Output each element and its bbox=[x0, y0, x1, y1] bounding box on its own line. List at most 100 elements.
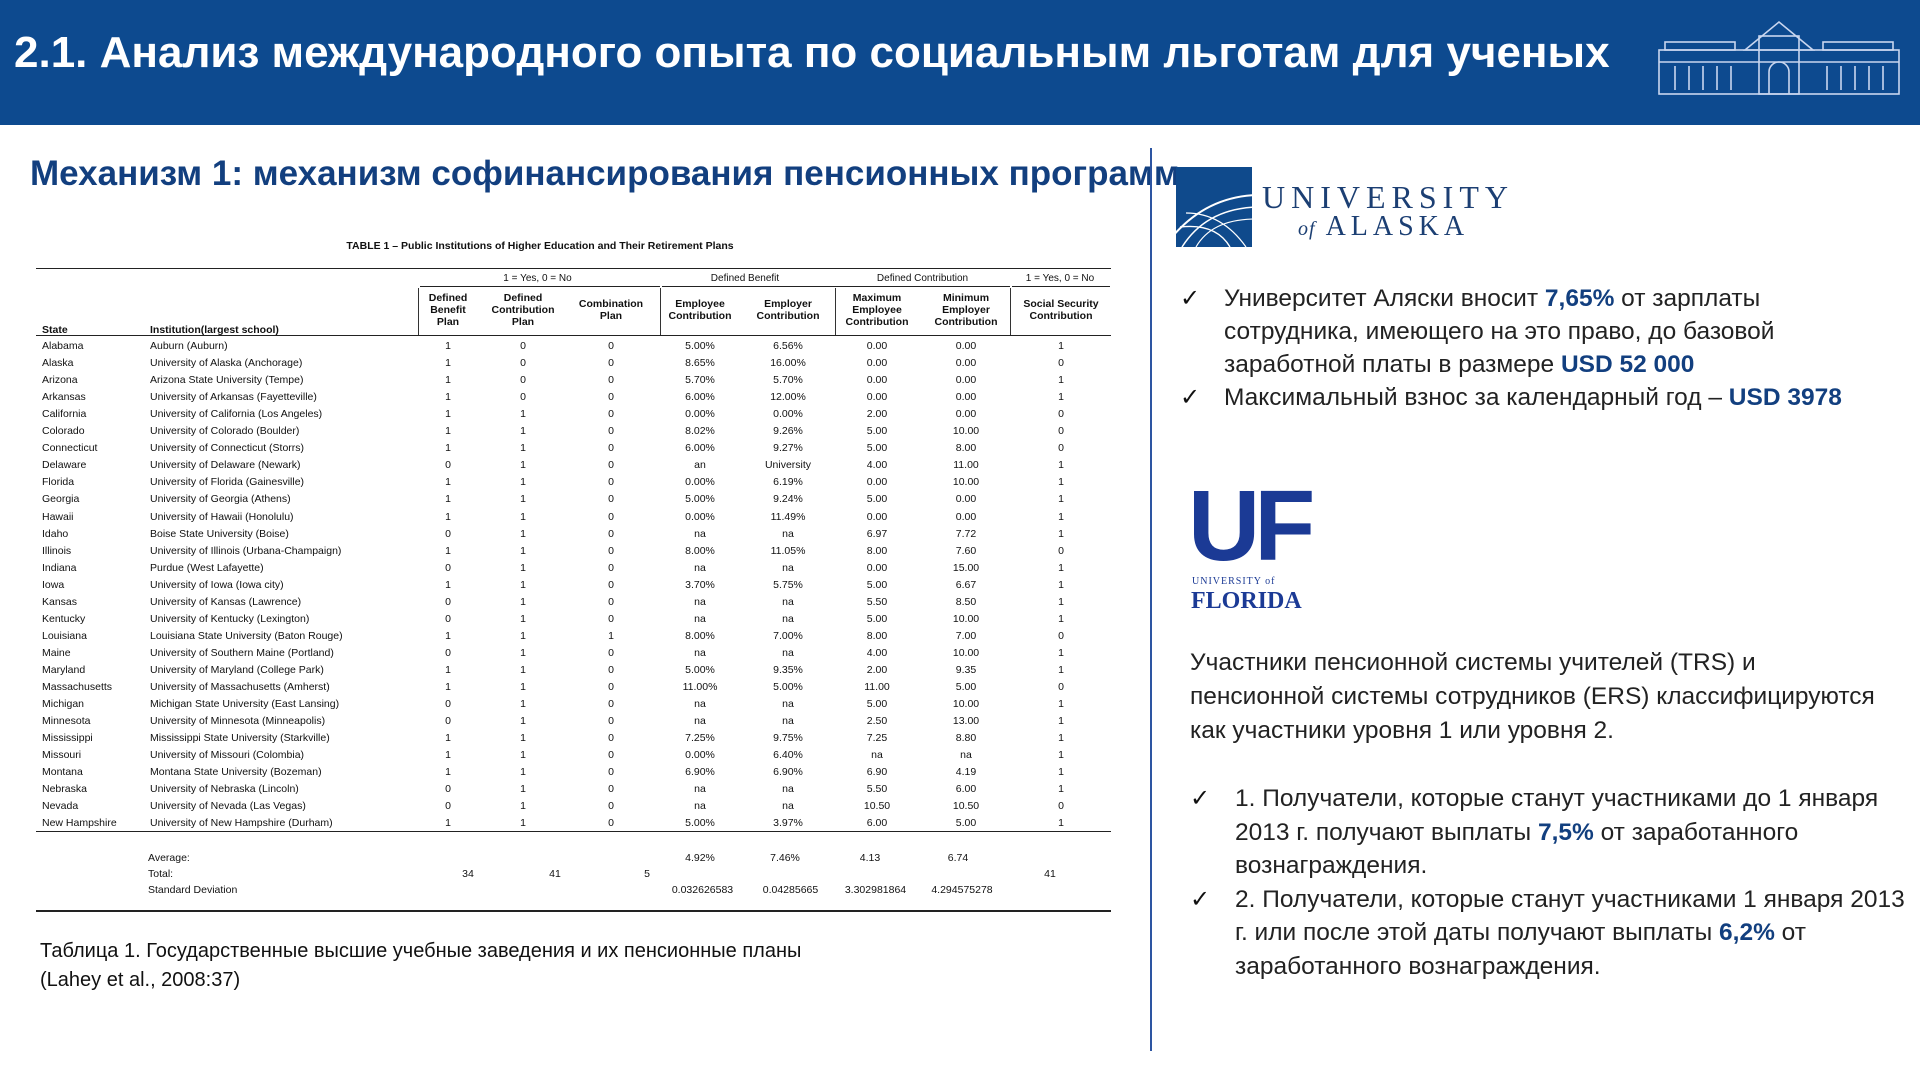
cell-db-plan: 1 bbox=[445, 408, 451, 421]
cell-employee-contribution: 5.00% bbox=[685, 340, 715, 352]
cell-state: Massachusetts bbox=[42, 681, 113, 693]
cell-employer-contribution: 9.26% bbox=[773, 425, 803, 438]
table-row: Illinois University of Illinois (Urbana-C… bbox=[36, 543, 1111, 560]
cell-employee-contribution: 0.00% bbox=[685, 510, 715, 523]
cell-institution: Michigan State University (East Lansing) bbox=[150, 698, 340, 711]
cell-state: Nevada bbox=[42, 800, 79, 813]
cell-db-plan: 1 bbox=[445, 749, 451, 762]
cell-employer-contribution: na bbox=[782, 612, 794, 625]
summary-avg-min: 6.74 bbox=[947, 852, 969, 864]
cell-combination: 0 bbox=[608, 663, 614, 676]
cell-employer-contribution: 3.97% bbox=[773, 817, 803, 830]
cell-employer-contribution: 6.56% bbox=[773, 340, 803, 352]
table-row: Maryland University of Maryland (College … bbox=[36, 662, 1111, 679]
summary-total-label: Total: bbox=[148, 868, 174, 880]
cell-social-security: 1 bbox=[1058, 817, 1064, 830]
cell-employer-contribution: na bbox=[782, 561, 794, 574]
checkmark-icon: ✓ bbox=[1190, 785, 1211, 812]
cell-combination: 0 bbox=[608, 357, 614, 370]
cell-min-employer: 11.00 bbox=[953, 459, 979, 472]
cell-min-employer: 10.00 bbox=[952, 612, 980, 625]
table-row: Iowa University of Iowa (Iowa city) 1 1 0 3.7… bbox=[36, 577, 1111, 594]
cell-social-security: 1 bbox=[1058, 578, 1064, 591]
cell-social-security: 0 bbox=[1058, 629, 1064, 642]
cell-institution: University of Delaware (Newark) bbox=[150, 459, 301, 472]
cell-institution: University of Georgia (Athens) bbox=[150, 493, 291, 506]
cell-state: Idaho bbox=[42, 527, 69, 540]
table-row: Arkansas University of Arkansas (Fayettev… bbox=[36, 389, 1111, 406]
cell-institution: University of Connecticut (Storrs) bbox=[150, 442, 305, 455]
cell-combination: 0 bbox=[608, 340, 614, 352]
cell-max-employee: 0.00 bbox=[866, 391, 888, 404]
cell-state: California bbox=[42, 408, 87, 421]
header-social-security: Social Security Contribution bbox=[1023, 298, 1099, 322]
cell-db-plan: 1 bbox=[445, 663, 451, 676]
cell-db-plan: 1 bbox=[445, 766, 451, 779]
cell-employee-contribution: 7.25% bbox=[685, 732, 715, 745]
cell-social-security: 1 bbox=[1058, 459, 1064, 472]
header-separator bbox=[418, 288, 419, 336]
cell-db-plan: 1 bbox=[445, 425, 451, 438]
summary-total-ss: 41 bbox=[1044, 868, 1056, 880]
cell-institution: University of Kansas (Lawrence) bbox=[150, 595, 302, 608]
cell-combination: 0 bbox=[608, 391, 614, 404]
table-row: Indiana Purdue (West Lafayette) 0 1 0 na na 0.0… bbox=[36, 560, 1111, 577]
cell-db-plan: 1 bbox=[445, 544, 451, 557]
summary-avg-employer: 7.46% bbox=[770, 852, 800, 864]
cell-employee-contribution: 5.00% bbox=[685, 493, 715, 506]
cell-social-security: 1 bbox=[1058, 612, 1064, 625]
cell-max-employee: 5.50 bbox=[866, 783, 888, 796]
cell-employee-contribution: 5.70% bbox=[685, 374, 715, 387]
header-employee-contribution: Employee Contribution bbox=[668, 298, 732, 322]
table-group-yesno-left: 1 = Yes, 0 = No bbox=[503, 273, 572, 284]
cell-min-employer: 5.00 bbox=[955, 817, 977, 830]
cell-dc-plan: 0 bbox=[520, 391, 526, 404]
table-row: Kansas University of Kansas (Lawrence) 0 1 0… bbox=[36, 594, 1111, 611]
summary-total-dc: 41 bbox=[549, 868, 561, 880]
cell-min-employer: 15.00 bbox=[952, 561, 980, 574]
summary-sd-employee: 0.032626583 bbox=[671, 884, 734, 896]
cell-combination: 0 bbox=[608, 374, 614, 387]
alaska-bullets: ✓ Университет Аляски вносит 7,65% от зар… bbox=[1180, 282, 1880, 414]
cell-social-security: 1 bbox=[1058, 783, 1064, 796]
cell-employer-contribution: na bbox=[782, 646, 794, 659]
cell-dc-plan: 1 bbox=[520, 578, 526, 591]
cell-db-plan: 1 bbox=[445, 391, 451, 404]
cell-combination: 0 bbox=[608, 766, 614, 779]
cell-employee-contribution: 11.00% bbox=[682, 681, 718, 693]
cell-combination: 0 bbox=[608, 510, 614, 523]
summary-avg-employee: 4.92% bbox=[685, 852, 715, 864]
cell-combination: 0 bbox=[608, 715, 614, 728]
cell-state: Florida bbox=[42, 476, 75, 489]
cell-institution: Louisiana State University (Baton Rouge) bbox=[150, 629, 343, 642]
summary-sd-label: Standard Deviation bbox=[148, 884, 238, 896]
cell-employer-contribution: 12.00% bbox=[770, 391, 806, 404]
cell-institution: University of Illinois (Urbana-Champaign… bbox=[150, 544, 342, 557]
cell-institution: University of Iowa (Iowa city) bbox=[150, 578, 284, 591]
cell-db-plan: 1 bbox=[445, 442, 451, 455]
cell-state: Nebraska bbox=[42, 783, 87, 796]
cell-db-plan: 1 bbox=[445, 357, 451, 370]
table-row: Nevada University of Nevada (Las Vegas) 0 1… bbox=[36, 798, 1111, 815]
cell-max-employee: 6.00 bbox=[866, 817, 888, 830]
caption-source: (Lahey et al., 2008:37) bbox=[40, 969, 241, 991]
cell-state: Mississippi bbox=[42, 732, 93, 745]
cell-employee-contribution: na bbox=[694, 698, 706, 711]
table-row: Minnesota University of Minnesota (Minnea… bbox=[36, 713, 1111, 730]
cell-social-security: 1 bbox=[1058, 493, 1064, 506]
cell-dc-plan: 1 bbox=[520, 629, 526, 642]
cell-employee-contribution: 0.00% bbox=[685, 749, 715, 762]
cell-max-employee: 5.00 bbox=[866, 698, 888, 711]
cell-min-employer: 0.00 bbox=[955, 357, 977, 370]
cell-social-security: 0 bbox=[1058, 544, 1064, 557]
cell-max-employee: 5.00 bbox=[866, 493, 888, 506]
table-row: Nebraska University of Nebraska (Lincoln)… bbox=[36, 781, 1111, 798]
table-row: Hawaii University of Hawaii (Honolulu) 1 1 0… bbox=[36, 509, 1111, 526]
cell-social-security: 1 bbox=[1058, 698, 1064, 711]
cell-max-employee: 6.90 bbox=[866, 766, 888, 779]
cell-dc-plan: 1 bbox=[520, 783, 526, 796]
cell-max-employee: 0.00 bbox=[866, 561, 888, 574]
cell-db-plan: 0 bbox=[445, 646, 451, 659]
cell-dc-plan: 1 bbox=[520, 800, 526, 813]
cell-institution: Arizona State University (Tempe) bbox=[150, 374, 304, 387]
